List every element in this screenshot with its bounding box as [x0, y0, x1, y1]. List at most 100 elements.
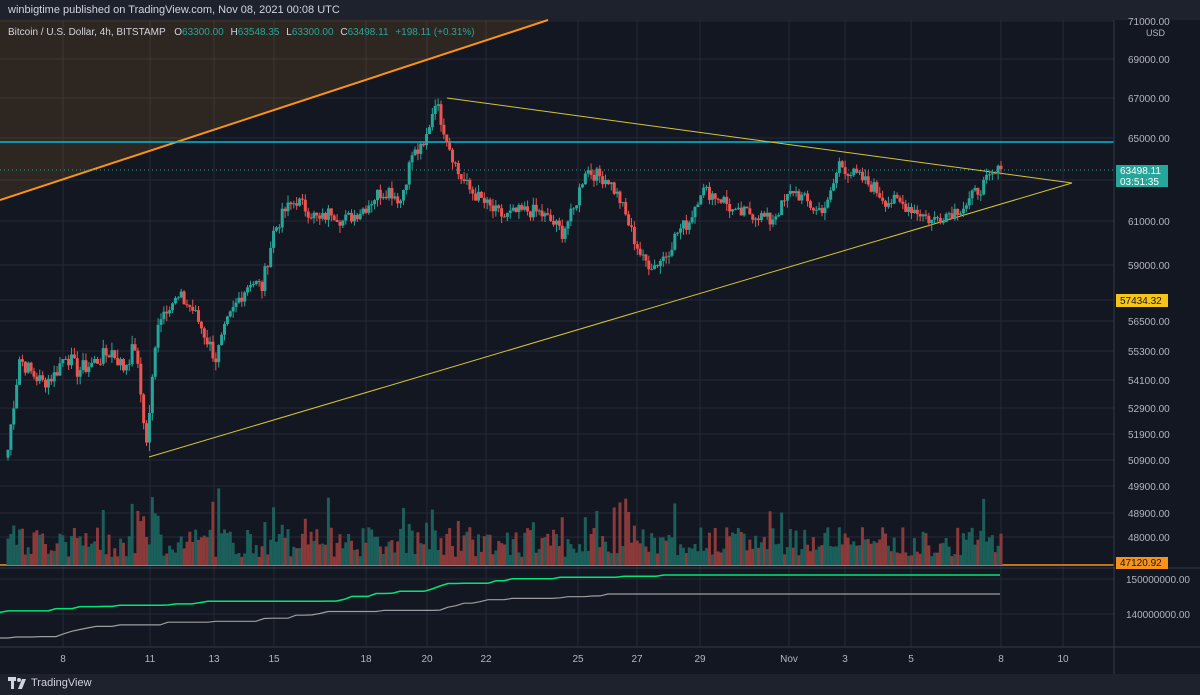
candle-body	[425, 134, 429, 146]
time-tick-label: 13	[208, 654, 220, 665]
volume-bar	[442, 554, 446, 565]
candle-body	[471, 189, 475, 194]
candle-body	[497, 205, 501, 209]
candle-body	[399, 200, 403, 204]
volume-bar	[904, 552, 908, 565]
volume-bar	[985, 541, 989, 565]
volume-bar	[300, 533, 304, 565]
candle-body	[289, 202, 293, 205]
volume-bar	[566, 539, 570, 565]
volume-bar	[840, 544, 844, 565]
price-tick-label: 59000.00	[1128, 261, 1170, 272]
price-tick-label: 55300.00	[1128, 347, 1170, 358]
candle-body	[820, 208, 824, 213]
volume-bar	[500, 543, 504, 565]
volume-bar	[881, 527, 885, 565]
volume-bar	[211, 501, 215, 565]
candle-body	[583, 173, 587, 185]
volume-bar	[497, 540, 501, 565]
candle-body	[32, 371, 36, 377]
volume-bar	[638, 543, 642, 565]
volume-bar	[684, 552, 688, 565]
candle-body	[592, 174, 596, 181]
lower-pane	[0, 574, 1000, 639]
volume-bar	[757, 547, 761, 565]
candle-body	[220, 334, 224, 346]
candle-body	[808, 201, 812, 208]
volume-bar	[142, 516, 146, 565]
tradingview-logo[interactable]: TradingView	[8, 677, 92, 689]
candle-body	[61, 359, 65, 364]
time-tick-label: 8	[60, 654, 66, 665]
volume-bar	[653, 537, 657, 565]
volume-bar	[277, 534, 281, 565]
legend-symbol: Bitcoin / U.S. Dollar, 4h, BITSTAMP	[8, 27, 166, 38]
volume-bar	[863, 539, 867, 565]
candle-body	[615, 191, 619, 194]
last-price: 63498.11	[1120, 166, 1161, 177]
volume-bar	[494, 550, 498, 565]
volume-bar	[609, 553, 613, 565]
volume-bar	[185, 541, 189, 565]
volume-bar	[375, 536, 379, 565]
candle-body	[384, 196, 388, 199]
candle-body	[208, 341, 212, 345]
volume-bar	[860, 527, 864, 565]
candle-body	[601, 176, 605, 185]
volume-bar	[598, 547, 602, 565]
candle-body	[606, 180, 610, 185]
candle-body	[644, 254, 648, 261]
candle-body	[679, 228, 683, 233]
volume-bar	[849, 544, 853, 565]
candle-body	[396, 196, 400, 204]
volume-bar	[168, 545, 172, 565]
candle-body	[248, 285, 252, 288]
candle-body	[237, 297, 241, 303]
volume-bar	[321, 543, 325, 565]
candle-body	[456, 162, 460, 175]
candle-body	[191, 307, 195, 311]
candle-body	[367, 205, 371, 213]
candle-body	[641, 254, 645, 256]
candle-body	[211, 341, 215, 359]
candle-body	[407, 162, 411, 185]
candle-body	[725, 196, 729, 204]
volume-bar	[601, 536, 605, 565]
candle-body	[586, 170, 590, 174]
volume-bar	[624, 498, 628, 565]
candle-body	[970, 190, 974, 199]
candle-body	[886, 202, 890, 207]
candle-body	[956, 208, 960, 215]
candle-body	[803, 193, 807, 195]
candle-body	[413, 149, 417, 156]
candle-body	[335, 219, 339, 222]
price-tick-label: 61000.00	[1128, 217, 1170, 228]
candle-body	[765, 212, 769, 217]
volume-bar	[699, 527, 703, 565]
volume-bar	[719, 552, 723, 565]
volume-bar	[329, 527, 333, 565]
volume-bar	[153, 513, 157, 565]
candle-body	[18, 359, 22, 385]
candle-body	[863, 176, 867, 181]
candle-body	[872, 182, 876, 192]
candle-body	[503, 216, 506, 218]
candle-body	[44, 379, 48, 388]
volume-bar	[488, 534, 492, 565]
volume-bar	[367, 527, 371, 565]
volume-bar	[918, 553, 922, 565]
volume-bar	[471, 539, 475, 565]
candle-body	[20, 359, 24, 362]
volume-bar	[445, 533, 449, 565]
volume-bar	[820, 545, 824, 565]
volume-bar	[702, 550, 706, 565]
candle-body	[598, 168, 602, 177]
volume-bar	[165, 553, 169, 565]
volume-bar	[410, 530, 414, 565]
volume-bar	[855, 545, 859, 565]
candle-body	[915, 209, 919, 214]
candle-body	[274, 227, 278, 231]
candle-body	[624, 202, 628, 215]
volume-bar	[251, 553, 255, 565]
